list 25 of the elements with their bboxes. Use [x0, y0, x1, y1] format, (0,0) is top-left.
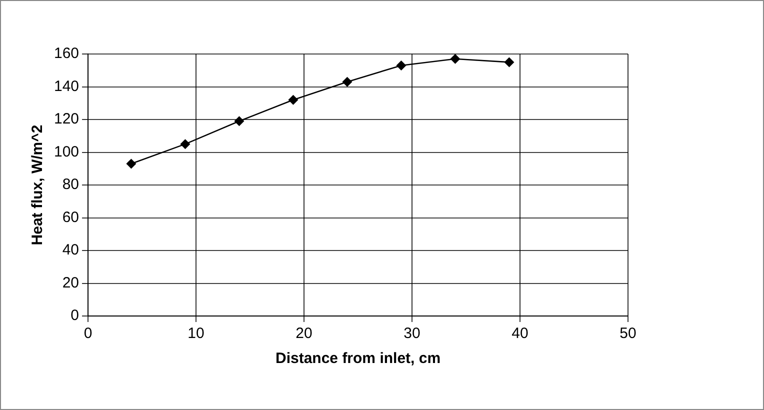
x-tick-label: 10 — [188, 325, 204, 342]
y-tick-label: 0 — [70, 307, 80, 324]
y-tick-label: 80 — [62, 176, 80, 194]
point — [234, 116, 244, 126]
point — [180, 139, 190, 150]
y-tick-label: 140 — [54, 78, 80, 95]
x-tick-label: 40 — [512, 325, 528, 342]
x-tick-label: 0 — [84, 325, 92, 342]
y-tick-label: 60 — [62, 208, 80, 226]
point — [504, 57, 514, 68]
point — [396, 60, 406, 70]
y-axis-title: Heat flux, W/m^2 — [29, 124, 46, 246]
point — [126, 158, 136, 169]
x-tick-label: 30 — [404, 325, 420, 342]
x-tick-label: 50 — [620, 325, 636, 342]
y-tick-label: 20 — [62, 274, 80, 292]
y-tick-label: 160 — [54, 45, 80, 62]
point — [342, 76, 352, 87]
x-axis-title: Distance from inlet, cm — [275, 350, 441, 368]
point — [450, 54, 460, 64]
point — [288, 94, 298, 105]
y-tick-label: 100 — [54, 143, 80, 160]
y-tick-label: 40 — [62, 242, 80, 259]
x-tick-label: 20 — [296, 325, 312, 342]
y-tick-label: 120 — [54, 110, 80, 128]
